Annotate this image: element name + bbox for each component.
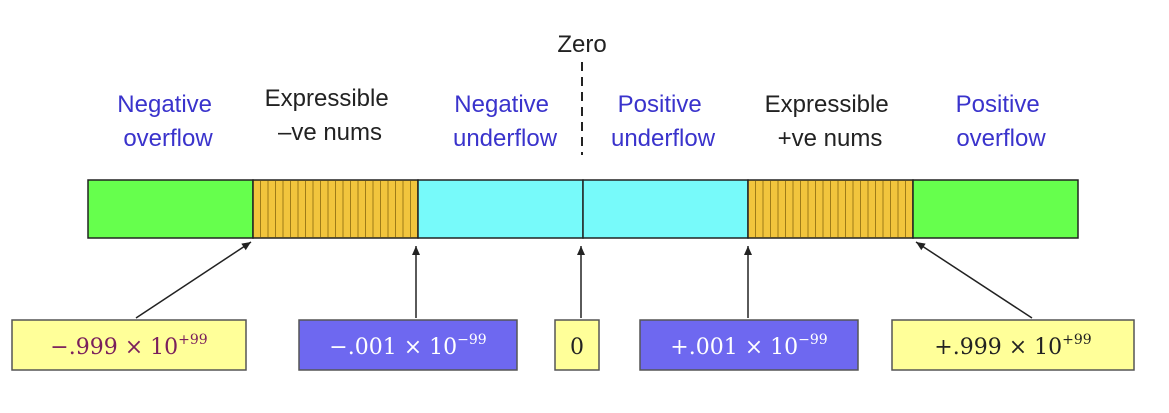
segment-positive-underflow — [582, 179, 749, 239]
label-expressible-negative-line2: –ve nums — [278, 119, 382, 146]
value-box-zero-frame — [554, 319, 600, 371]
segment-negative-underflow — [417, 179, 584, 239]
value-zero-mantissa: 0 — [570, 335, 584, 360]
zero-label: Zero — [557, 31, 606, 58]
value-box-neg-min: −.001 × 10−99 — [298, 319, 518, 371]
label-expressible-negative-line1: Expressible — [265, 85, 389, 112]
label-expressible-positive: Expressible +ve nums — [765, 91, 896, 152]
segment-negative-overflow — [87, 179, 254, 239]
value-neg-max-exponent: +99 — [178, 332, 208, 348]
label-expressible-positive-line1: Expressible — [765, 91, 889, 118]
value-box-pos-min-frame — [639, 319, 859, 371]
arrow-to-pos-max — [915, 241, 1033, 319]
value-box-pos-max-frame — [891, 319, 1135, 371]
value-neg-min-mantissa: −.001 × 10 — [329, 335, 457, 360]
value-pos-max-text: +.999 × 10+99 — [934, 332, 1091, 360]
value-neg-max-text: −.999 × 10+99 — [50, 332, 207, 360]
value-pos-max-mantissa: +.999 × 10 — [934, 335, 1062, 360]
label-negative-underflow-line2: underflow — [453, 125, 558, 152]
value-pos-max-exponent: +99 — [1062, 332, 1092, 348]
value-pos-min-text: +.001 × 10−99 — [670, 332, 827, 360]
value-pos-min-exponent: −99 — [798, 332, 828, 348]
value-neg-min-text: −.001 × 10−99 — [329, 332, 486, 360]
label-positive-underflow-line1: Positive — [618, 91, 702, 118]
value-neg-min-exponent: −99 — [457, 332, 487, 348]
expressible-positive-hatching — [755, 181, 906, 237]
label-positive-overflow-line2: overflow — [956, 125, 1046, 152]
label-expressible-positive-line2: +ve nums — [778, 125, 883, 152]
label-positive-overflow-line1: Positive — [956, 91, 1040, 118]
value-box-neg-max-frame — [11, 319, 247, 371]
label-negative-underflow-line1: Negative — [454, 91, 549, 118]
value-box-pos-min: +.001 × 10−99 — [639, 319, 859, 371]
label-positive-underflow-line2: underflow — [611, 125, 716, 152]
label-positive-underflow: Positive underflow — [611, 91, 716, 152]
value-pos-min-mantissa: +.001 × 10 — [670, 335, 798, 360]
value-box-pos-max: +.999 × 10+99 — [891, 319, 1135, 371]
label-negative-overflow-line2: overflow — [123, 125, 213, 152]
arrow-to-neg-max — [135, 241, 252, 319]
segment-positive-overflow — [912, 179, 1079, 239]
expressible-negative-hatching — [260, 181, 411, 237]
label-negative-overflow: Negative overflow — [117, 91, 218, 152]
value-box-neg-min-frame — [298, 319, 518, 371]
value-zero-text: 0 — [570, 335, 584, 360]
label-negative-overflow-line1: Negative — [117, 91, 212, 118]
label-positive-overflow: Positive overflow — [956, 91, 1047, 152]
value-box-neg-max: −.999 × 10+99 — [11, 319, 247, 371]
label-expressible-negative: Expressible –ve nums — [265, 85, 396, 146]
value-neg-max-mantissa: −.999 × 10 — [50, 335, 178, 360]
value-box-zero: 0 — [554, 319, 600, 371]
number-line-bar — [87, 179, 1079, 239]
label-negative-underflow: Negative underflow — [453, 91, 558, 152]
